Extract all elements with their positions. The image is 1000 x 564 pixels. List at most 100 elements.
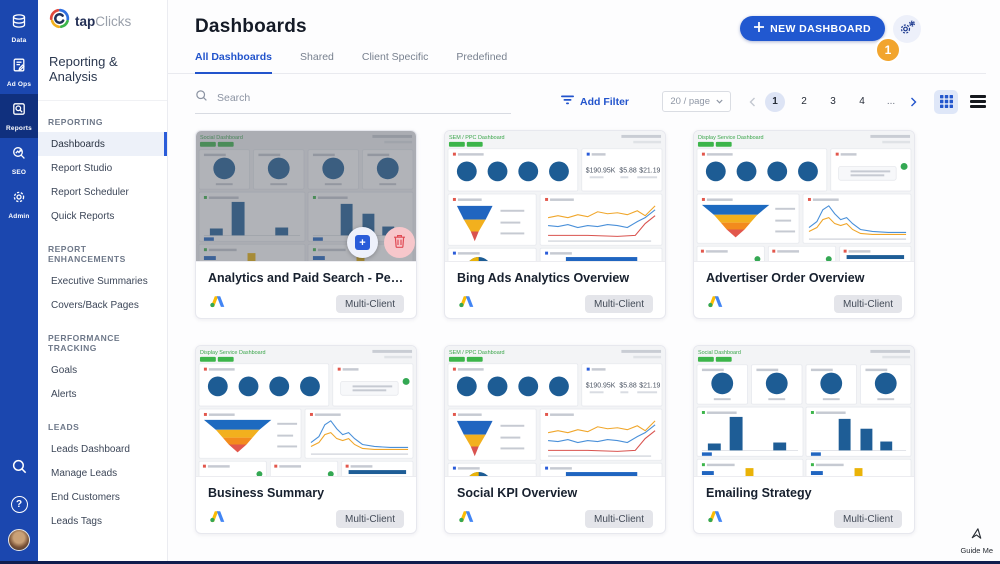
page-title: Dashboards [195, 16, 307, 37]
rail-item-ad-ops[interactable]: Ad Ops [0, 50, 38, 94]
toolbar: Add Filter 20 / page 1 2 3 4 ... [195, 89, 986, 114]
tab-shared[interactable]: Shared [300, 51, 334, 63]
card-title: Analytics and Paid Search - Perform... [208, 271, 404, 285]
sidebar-item-dashboards[interactable]: Dashboards [38, 132, 167, 156]
trash-icon [393, 234, 406, 251]
guide-me-button[interactable]: Guide Me [960, 526, 993, 555]
tapclicks-logo-icon [49, 8, 70, 34]
report-icon [11, 101, 27, 122]
list-controls: 20 / page 1 2 3 4 ... [662, 89, 986, 114]
tab-predefined[interactable]: Predefined [456, 51, 508, 63]
dashboard-card-emailing-strategy: Emailing Strategy Multi-Client [693, 345, 915, 534]
next-page-icon[interactable] [910, 97, 917, 107]
card-title: Business Summary [208, 486, 325, 500]
database-icon [11, 13, 27, 34]
plus-icon [753, 21, 765, 35]
main-content: Dashboards NEW DASHBOARD 1 All Dashboard… [168, 0, 1000, 561]
dashboard-settings-button[interactable] [893, 15, 921, 43]
multi-client-badge: Multi-Client [833, 295, 902, 313]
gear-icon [11, 189, 27, 210]
rail-item-reports[interactable]: Reports [0, 94, 38, 138]
page-size-select[interactable]: 20 / page [662, 91, 731, 112]
card-title: Emailing Strategy [706, 486, 812, 500]
sidebar-item-report-scheduler[interactable]: Report Scheduler [51, 186, 129, 198]
sidebar-item-leads-dashboard[interactable]: Leads Dashboard [51, 443, 130, 455]
sidebar-section-reporting: REPORTING Dashboards Report Studio Repor… [38, 114, 167, 228]
multi-client-badge: Multi-Client [833, 510, 902, 528]
rail-item-seo[interactable]: SEO [0, 138, 38, 182]
duplicate-dashboard-button[interactable]: + [347, 227, 378, 258]
sidebar-item-alerts[interactable]: Alerts [51, 388, 77, 400]
page-number-1[interactable]: 1 [765, 91, 785, 112]
user-avatar[interactable] [8, 529, 30, 551]
sidebar-item-executive-summaries[interactable]: Executive Summaries [51, 275, 148, 287]
help-icon[interactable]: ? [10, 496, 28, 513]
tab-client-specific[interactable]: Client Specific [361, 51, 429, 63]
tab-all-dashboards[interactable]: All Dashboards [195, 51, 273, 74]
section-header: REPORT ENHANCEMENTS [48, 244, 126, 264]
card-title: Advertiser Order Overview [706, 271, 865, 285]
sidebar-item-end-customers[interactable]: End Customers [51, 491, 120, 503]
google-ads-icon [457, 293, 476, 315]
rail-item-data[interactable]: Data [0, 6, 38, 50]
dashboard-card-advertiser-order: Advertiser Order Overview Multi-Client [693, 130, 915, 319]
multi-client-badge: Multi-Client [335, 510, 404, 528]
google-ads-icon [457, 508, 476, 530]
search-input[interactable] [217, 92, 511, 104]
search-box [195, 89, 511, 114]
dashboard-thumbnail[interactable] [694, 346, 914, 477]
dashboard-thumbnail[interactable] [445, 131, 665, 262]
google-ads-icon [706, 293, 725, 315]
grid-view-icon[interactable] [934, 89, 958, 114]
sidebar-item-quick-reports[interactable]: Quick Reports [51, 210, 115, 222]
google-ads-icon [706, 508, 725, 530]
multi-client-badge: Multi-Client [335, 295, 404, 313]
dashboard-thumbnail[interactable] [445, 346, 665, 477]
sidebar-section-report-enhancements: REPORT ENHANCEMENTS Executive Summaries … [38, 241, 167, 317]
section-header: REPORTING [48, 117, 104, 127]
page-number-3[interactable]: 3 [830, 96, 836, 107]
sidebar-item-report-studio[interactable]: Report Studio [51, 162, 113, 174]
dashboard-card-bing-ads: Bing Ads Analytics Overview Multi-Client [444, 130, 666, 319]
multi-client-badge: Multi-Client [584, 510, 653, 528]
tapclicks-logo[interactable]: tapClicks [38, 0, 167, 42]
seo-trend-search-icon [11, 145, 27, 166]
add-filter-button[interactable]: Add Filter [561, 95, 629, 108]
sidebar-section-performance-tracking: PERFORMANCE TRACKING Goals Alerts [38, 330, 167, 406]
product-title: Reporting & Analysis [38, 42, 167, 101]
page-number-4[interactable]: 4 [859, 96, 865, 107]
search-icon[interactable] [11, 458, 28, 480]
sidebar-item-goals[interactable]: Goals [51, 364, 78, 376]
notification-badge: 1 [875, 37, 901, 63]
dashboard-thumbnail[interactable] [694, 131, 914, 262]
copy-plus-icon: + [355, 235, 370, 250]
hover-overlay [196, 131, 416, 261]
dashboard-thumbnail[interactable] [196, 346, 416, 477]
prev-page-icon[interactable] [749, 97, 756, 107]
sidebar-section-leads: LEADS Leads Dashboard Manage Leads End C… [38, 419, 167, 533]
list-view-icon[interactable] [970, 95, 986, 108]
sidebar-item-leads-tags[interactable]: Leads Tags [51, 515, 102, 527]
new-dashboard-button[interactable]: NEW DASHBOARD [740, 16, 885, 41]
sidebar-item-covers-back-pages[interactable]: Covers/Back Pages [51, 299, 139, 311]
section-header: LEADS [48, 422, 80, 432]
delete-dashboard-button[interactable] [384, 227, 415, 258]
tapclicks-wordmark: tapClicks [75, 13, 132, 29]
dashboard-tabs: All Dashboards Shared Client Specific Pr… [168, 51, 986, 74]
dashboard-card-business-summary: Business Summary Multi-Client [195, 345, 417, 534]
google-ads-icon [208, 508, 227, 530]
dashboard-card-grid: + Analytics and Paid Search - Perform...… [195, 130, 1000, 534]
dashboard-thumbnail[interactable]: + [196, 131, 416, 262]
dashboard-card-social-kpi: Social KPI Overview Multi-Client [444, 345, 666, 534]
rail-item-admin[interactable]: Admin [0, 182, 38, 226]
chevron-down-icon [716, 96, 723, 107]
page-number-2[interactable]: 2 [801, 96, 807, 107]
sidebar-item-manage-leads[interactable]: Manage Leads [51, 467, 118, 479]
compass-icon [969, 526, 984, 543]
card-title: Social KPI Overview [457, 486, 578, 500]
card-title: Bing Ads Analytics Overview [457, 271, 630, 285]
section-header: PERFORMANCE TRACKING [48, 333, 121, 353]
dashboard-card-analytics-paid-search: + Analytics and Paid Search - Perform...… [195, 130, 417, 319]
google-ads-icon [208, 293, 227, 315]
document-edit-icon [11, 57, 27, 78]
